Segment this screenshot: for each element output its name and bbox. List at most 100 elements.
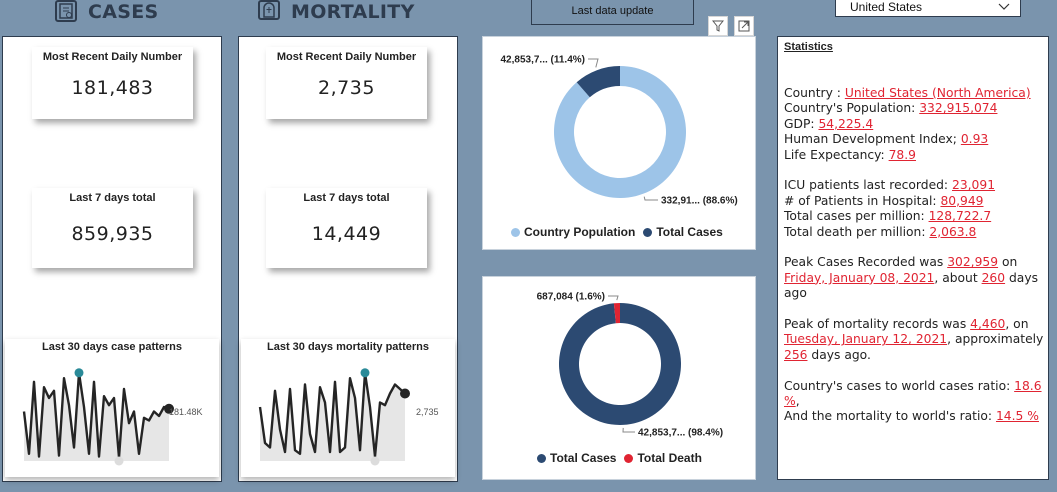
mortality-sparkline: [258, 368, 410, 466]
chevron-down-icon: [998, 3, 1010, 10]
deaths-donut-leader-0: [622, 427, 635, 433]
life-expectancy-label: Life Expectancy:: [784, 147, 889, 162]
population-donut-slice-1[interactable]: [576, 66, 620, 98]
filter-button[interactable]: [708, 16, 728, 36]
country-select[interactable]: United States: [835, 0, 1021, 17]
peak-mortality-approx: , approximately: [947, 332, 1044, 347]
cases-title: CASES: [88, 1, 159, 23]
mortality-panel: Most Recent Daily Number 2,735 Last 7 da…: [238, 36, 458, 482]
cases-spark-card: Last 30 days case patterns 181.48K: [5, 339, 219, 477]
expand-icon: [738, 20, 750, 32]
cases-spark-max-point: [74, 368, 84, 378]
deaths-donut-leader-1: [608, 295, 619, 301]
population-donut-slice-0[interactable]: [554, 66, 686, 199]
deaths-donut-slice-0[interactable]: [559, 303, 681, 425]
cases-spark-min-point: [114, 456, 124, 466]
cases-icon: [55, 0, 77, 22]
peak-cases-about: , about: [934, 270, 982, 285]
legend-total-death: Total Death: [637, 451, 702, 465]
cases-week-value: 859,935: [71, 223, 154, 245]
mortality-recent-value: 2,735: [318, 77, 375, 99]
population-donut-label-0: 332,91... (88.6%): [661, 196, 738, 207]
deaths-per-million-value: 2,063.8: [929, 224, 977, 239]
gdp-label: GDP:: [784, 116, 819, 131]
hdi-label: Human Development Index;: [784, 132, 961, 147]
legend-dot-total-cases: [643, 227, 653, 237]
cases-panel: Most Recent Daily Number 181,483 Last 7 …: [2, 36, 222, 482]
cases-week-card: Last 7 days total 859,935: [32, 188, 193, 268]
statistics-text: Country : United States (North America) …: [784, 86, 1046, 425]
mortality-spark-min-point: [370, 456, 380, 466]
peak-mortality-on: , on: [1005, 317, 1029, 332]
deaths-donut-label-0: 42,853,7... (98.4%): [638, 428, 723, 439]
peak-mortality-date: Tuesday, January 12, 2021: [784, 332, 948, 347]
mortality-spark-card: Last 30 days mortality patterns 2,735: [241, 339, 455, 477]
icu-label: ICU patients last recorded:: [784, 178, 952, 193]
hospital-label: # of Patients in Hospital:: [784, 193, 941, 208]
filter-icon: [712, 20, 724, 32]
cases-spark-line: [22, 371, 170, 459]
legend-total-cases-2: Total Cases: [550, 451, 617, 465]
legend-dot-country-population: [511, 227, 520, 237]
population-donut-leader-1: [588, 58, 599, 68]
cases-spark-last-point: [164, 403, 174, 414]
mortality-ratio-value: 14.5 %: [995, 409, 1039, 424]
mortality-week-label: Last 7 days total: [303, 192, 390, 204]
statistics-panel: Statistics Country : United States (Nort…: [777, 36, 1049, 480]
icu-value: 23,091: [952, 178, 996, 193]
population-donut-legend: Country Population Total Cases: [511, 225, 723, 239]
last-update-box: Last data update: [531, 0, 694, 25]
deaths-donut-legend: Total Cases Total Death: [537, 451, 702, 465]
cases-ratio-comma: ,: [795, 394, 800, 409]
mortality-recent-label: Most Recent Daily Number: [276, 51, 417, 63]
legend-dot-total-death: [624, 453, 634, 463]
population-donut-panel: 332,91... (88.6%) 42,853,7... (11.4%) Cou…: [482, 36, 756, 250]
hospital-value: 80,949: [940, 193, 984, 208]
statistics-title: Statistics: [784, 41, 833, 53]
peak-cases-value: 302,959: [947, 255, 999, 270]
population-label: Country's Population:: [784, 101, 920, 116]
mortality-recent-card: Most Recent Daily Number 2,735: [266, 47, 427, 119]
population-donut-leader-0: [643, 196, 658, 201]
population-donut-chart: 332,91... (88.6%) 42,853,7... (11.4%): [500, 55, 738, 207]
country-label: Country :: [784, 86, 845, 100]
deaths-per-million-label: Total death per million:: [784, 224, 930, 239]
mortality-spark-line: [258, 371, 406, 458]
peak-cases-days-ago: days ago: [784, 270, 1039, 301]
gdp-value: 54,225.4: [818, 116, 874, 131]
mortality-ratio-label: And the mortality to world's ratio:: [784, 409, 996, 424]
cases-spark-title: Last 30 days case patterns: [41, 341, 183, 353]
cases-week-label: Last 7 days total: [69, 192, 156, 204]
peak-cases-date: Friday, January 08, 2021: [784, 270, 935, 285]
focus-mode-button[interactable]: [734, 16, 754, 36]
mortality-spark-last-label: 2,735: [416, 407, 439, 417]
mortality-spark-area: [260, 372, 405, 461]
deaths-donut-panel: 42,853,7... (98.4%) 687,084 (1.6%) Total …: [482, 276, 756, 480]
deaths-donut-slice-1[interactable]: [613, 303, 620, 324]
cases-per-million-value: 128,722.7: [928, 209, 992, 224]
population-donut-label-1: 42,853,7... (11.4%): [500, 55, 585, 66]
peak-mortality-days: 256: [784, 347, 808, 362]
mortality-spark-title: Last 30 days mortality patterns: [266, 341, 429, 353]
mortality-week-value: 14,449: [311, 223, 382, 245]
cases-ratio-value: 18.6 %: [784, 378, 1042, 409]
mortality-spark-max-point: [360, 368, 370, 378]
mortality-spark-last-point: [400, 388, 410, 399]
peak-mortality-days-ago: days ago.: [807, 347, 871, 362]
peak-cases-days: 260: [981, 270, 1006, 285]
peak-cases-text: Peak Cases Recorded was: [784, 255, 948, 270]
cases-recent-card: Most Recent Daily Number 181,483: [32, 47, 193, 119]
population-value: 332,915,074: [919, 101, 998, 116]
peak-mortality-text: Peak of mortality records was: [784, 317, 971, 332]
deaths-donut-label-1: 687,084 (1.6%): [537, 292, 605, 303]
legend-country-population: Country Population: [524, 225, 636, 239]
cases-per-million-label: Total cases per million:: [784, 209, 929, 224]
cases-recent-label: Most Recent Daily Number: [42, 51, 183, 63]
mortality-icon: [258, 0, 280, 20]
mortality-title: MORTALITY: [291, 1, 415, 23]
country-select-value: United States: [850, 0, 923, 14]
life-expectancy-value: 78.9: [888, 147, 916, 162]
hdi-value: 0.93: [960, 132, 989, 147]
deaths-donut-chart: 42,853,7... (98.4%) 687,084 (1.6%): [537, 292, 723, 439]
legend-total-cases: Total Cases: [656, 225, 723, 239]
